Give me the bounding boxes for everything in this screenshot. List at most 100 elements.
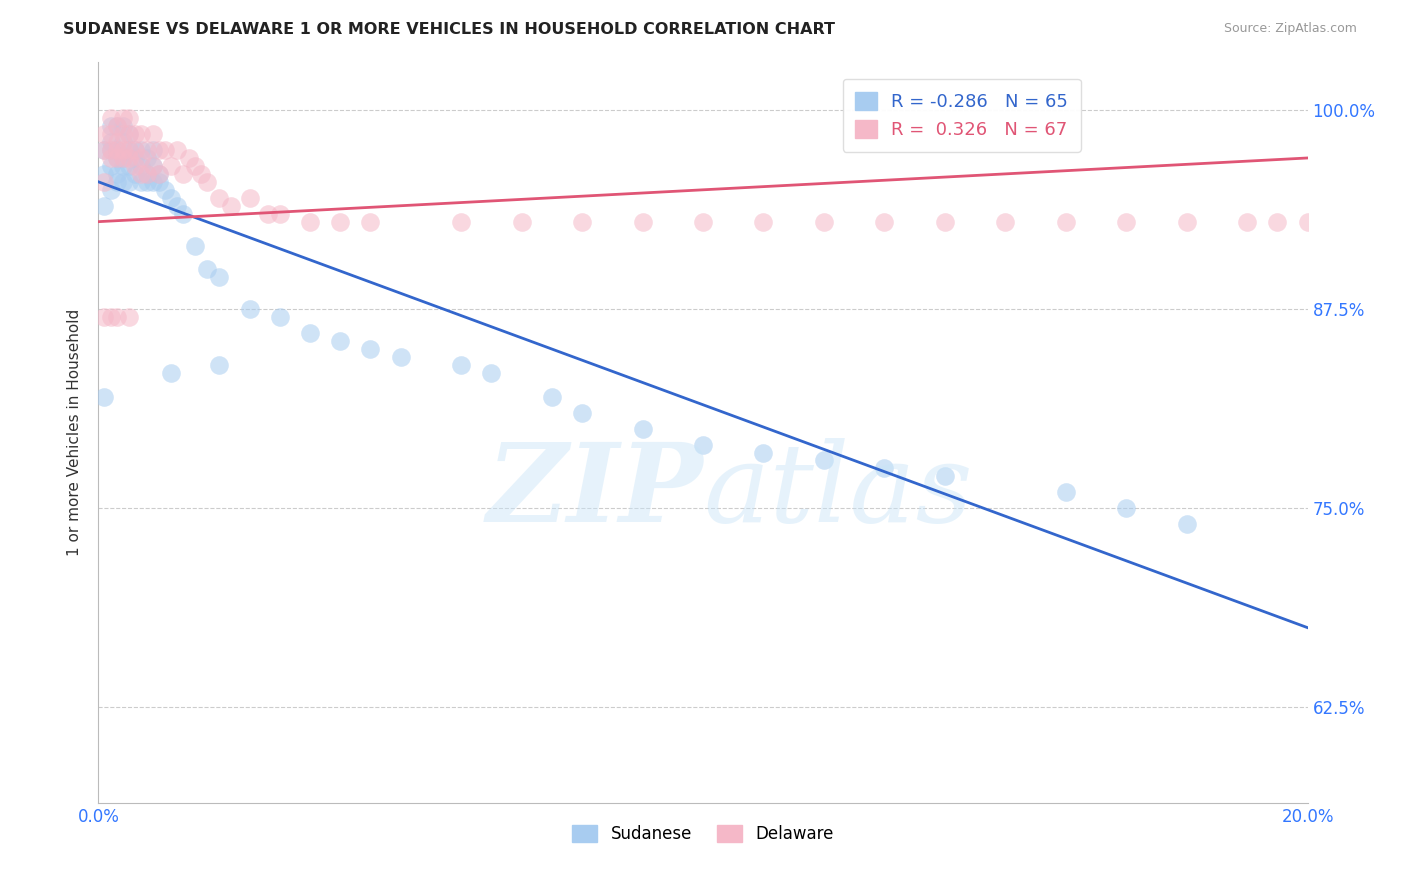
Point [148,175,170,189]
Point [129,175,152,189]
Point [93,175,115,189]
Point [142,175,165,189]
Point [190,167,212,181]
Point [93,143,115,157]
Point [93,167,115,181]
Point [118,310,141,325]
Point [148,167,170,181]
Point [1296,214,1319,228]
Point [100,310,122,325]
Point [105,151,128,165]
Point [1267,214,1289,228]
Point [571,214,593,228]
Point [100,151,122,165]
Point [105,175,128,189]
Point [111,159,134,173]
Point [239,191,262,205]
Point [172,207,194,221]
Point [1175,517,1198,532]
Point [692,214,714,228]
Point [100,143,122,157]
Point [329,334,352,348]
Point [111,151,134,165]
Point [160,366,183,380]
Point [93,390,115,404]
Point [389,350,412,364]
Point [111,127,134,141]
Point [256,207,278,221]
Point [105,143,128,157]
Point [172,167,194,181]
Point [111,151,134,165]
Point [124,167,146,181]
Point [269,207,291,221]
Point [124,159,146,173]
Point [208,358,231,372]
Point [481,366,503,380]
Point [93,127,115,141]
Point [195,262,218,277]
Point [111,111,134,125]
Point [93,199,115,213]
Point [153,143,176,157]
Point [208,191,231,205]
Point [100,127,122,141]
Point [142,159,165,173]
Point [111,135,134,149]
Point [1236,214,1258,228]
Y-axis label: 1 or more Vehicles in Household: 1 or more Vehicles in Household [67,309,83,557]
Point [166,199,188,213]
Point [142,159,165,173]
Point [118,151,141,165]
Point [221,199,243,213]
Point [994,214,1017,228]
Point [329,214,352,228]
Point [631,422,654,436]
Point [269,310,291,325]
Point [124,143,146,157]
Legend: Sudanese, Delaware: Sudanese, Delaware [565,819,841,850]
Point [105,119,128,133]
Point [1115,501,1137,516]
Point [100,119,122,133]
Point [118,127,141,141]
Point [105,310,128,325]
Point [153,183,176,197]
Point [129,167,152,181]
Point [142,143,165,157]
Point [100,159,122,173]
Point [118,143,141,157]
Point [148,143,170,157]
Point [1054,214,1077,228]
Point [105,135,128,149]
Point [135,167,157,181]
Point [100,183,122,197]
Point [111,143,134,157]
Point [105,151,128,165]
Point [105,143,128,157]
Point [129,151,152,165]
Point [450,214,472,228]
Point [813,453,835,467]
Point [1175,214,1198,228]
Point [1115,214,1137,228]
Point [813,214,835,228]
Point [450,358,472,372]
Point [360,214,382,228]
Point [129,127,152,141]
Point [360,342,382,356]
Point [118,175,141,189]
Point [111,119,134,133]
Text: Source: ZipAtlas.com: Source: ZipAtlas.com [1223,22,1357,36]
Point [873,461,896,475]
Point [93,143,115,157]
Point [299,214,322,228]
Point [129,159,152,173]
Point [100,143,122,157]
Text: SUDANESE VS DELAWARE 1 OR MORE VEHICLES IN HOUSEHOLD CORRELATION CHART: SUDANESE VS DELAWARE 1 OR MORE VEHICLES … [63,22,835,37]
Point [166,143,188,157]
Point [118,143,141,157]
Text: atlas: atlas [703,438,973,546]
Point [1054,485,1077,500]
Point [111,175,134,189]
